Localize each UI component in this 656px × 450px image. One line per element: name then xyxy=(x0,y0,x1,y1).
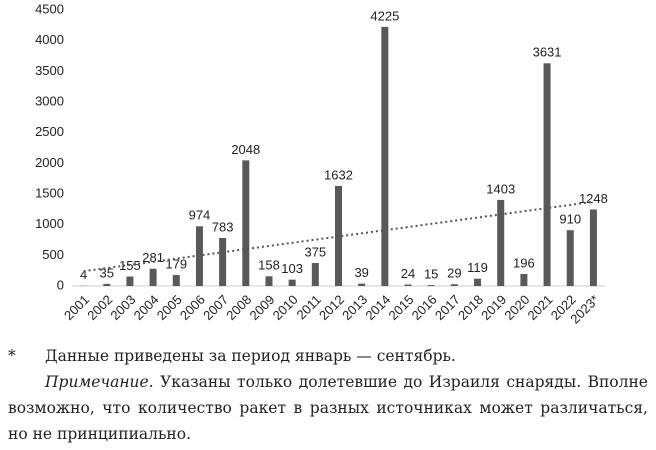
bar xyxy=(219,237,227,286)
value-label: 281 xyxy=(142,250,164,265)
x-tick-label: 2012 xyxy=(316,292,347,323)
x-tick-label: 2011 xyxy=(293,292,323,322)
x-tick-label: 2010 xyxy=(270,292,301,323)
bar xyxy=(543,63,551,286)
y-tick-label: 4000 xyxy=(35,32,64,47)
y-tick-label: 1500 xyxy=(35,185,64,200)
x-tick-label: 2014 xyxy=(362,292,393,323)
bar xyxy=(311,263,319,286)
bar xyxy=(566,230,574,286)
bar xyxy=(450,284,458,286)
x-tick-label: 2001 xyxy=(61,292,92,323)
value-label: 35 xyxy=(100,265,114,280)
bar xyxy=(497,199,505,286)
x-tick-label: 2002 xyxy=(84,292,115,323)
bar xyxy=(149,268,157,286)
value-label: 158 xyxy=(258,258,280,273)
bar xyxy=(265,276,273,286)
footnote-text: Данные приведены за период январь — сент… xyxy=(45,347,456,365)
x-tick-label: 2015 xyxy=(386,292,417,323)
y-tick-label: 2000 xyxy=(35,155,64,170)
value-label: 119 xyxy=(467,260,488,275)
value-label: 39 xyxy=(354,265,368,280)
x-tick-label: 2016 xyxy=(409,292,440,323)
value-label: 2048 xyxy=(231,142,260,157)
x-tick-label: 2017 xyxy=(432,292,463,323)
bar xyxy=(242,160,250,286)
value-label: 783 xyxy=(212,219,234,234)
x-tick-label: 2008 xyxy=(223,292,254,323)
y-tick-label: 3000 xyxy=(35,93,64,108)
value-label: 1632 xyxy=(324,167,353,182)
trend-line xyxy=(83,200,594,273)
x-tick-label: 2003 xyxy=(107,292,138,323)
x-tick-label: 2009 xyxy=(246,292,277,323)
bar xyxy=(589,209,597,286)
x-tick-label: 2020 xyxy=(501,292,532,323)
chart: 0 500 1000 1500 2000 2500 3000 3500 4000 4500 2001… xyxy=(35,1,608,326)
y-tick-label: 1000 xyxy=(35,216,64,231)
x-tick-label: 2013 xyxy=(339,292,370,323)
value-label: 4225 xyxy=(370,8,399,23)
bar xyxy=(103,283,111,286)
value-label: 179 xyxy=(165,256,187,271)
bar xyxy=(404,284,412,286)
x-tick-label: 2005 xyxy=(154,292,185,323)
bar xyxy=(427,285,435,286)
value-label: 29 xyxy=(447,266,461,281)
x-tick-label: 2004 xyxy=(131,292,162,323)
value-label: 910 xyxy=(559,212,581,227)
x-tick-label: 2018 xyxy=(455,292,486,323)
note-text: Указаны только долетевшие до Израиля сна… xyxy=(8,373,648,443)
x-tick-label: 2021 xyxy=(525,292,556,323)
value-label: 3631 xyxy=(533,45,562,60)
bar xyxy=(474,278,482,286)
footnote-marker: * xyxy=(8,347,16,365)
value-label: 1248 xyxy=(579,191,608,206)
y-tick-label: 4500 xyxy=(35,1,64,16)
note: Примечание. Указаны только долетевшие до… xyxy=(8,369,648,447)
value-label: 15 xyxy=(424,267,438,282)
y-tick-label: 500 xyxy=(42,247,64,262)
bar xyxy=(358,283,366,286)
x-tick-label: 2019 xyxy=(478,292,509,323)
bar xyxy=(126,276,134,286)
value-label: 375 xyxy=(304,244,326,259)
x-tick-label: 2006 xyxy=(177,292,208,323)
bar xyxy=(172,275,180,286)
value-label: 4 xyxy=(80,267,87,282)
value-label: 24 xyxy=(401,266,415,281)
value-label: 974 xyxy=(189,208,211,223)
note-label: Примечание. xyxy=(45,373,154,391)
bar xyxy=(288,279,296,286)
bar xyxy=(520,273,528,286)
y-tick-label: 0 xyxy=(57,277,64,292)
bar xyxy=(381,26,389,286)
notes: * Данные приведены за период январь — сен… xyxy=(8,343,648,447)
x-tick-label: 2007 xyxy=(200,292,231,323)
bar xyxy=(335,185,342,286)
y-tick-label: 3500 xyxy=(35,63,64,78)
value-label: 103 xyxy=(281,261,303,276)
value-label: 196 xyxy=(513,255,535,270)
footnote: * Данные приведены за период январь — сен… xyxy=(8,343,648,369)
y-tick-label: 2500 xyxy=(35,124,64,139)
value-label: 1403 xyxy=(486,181,515,196)
